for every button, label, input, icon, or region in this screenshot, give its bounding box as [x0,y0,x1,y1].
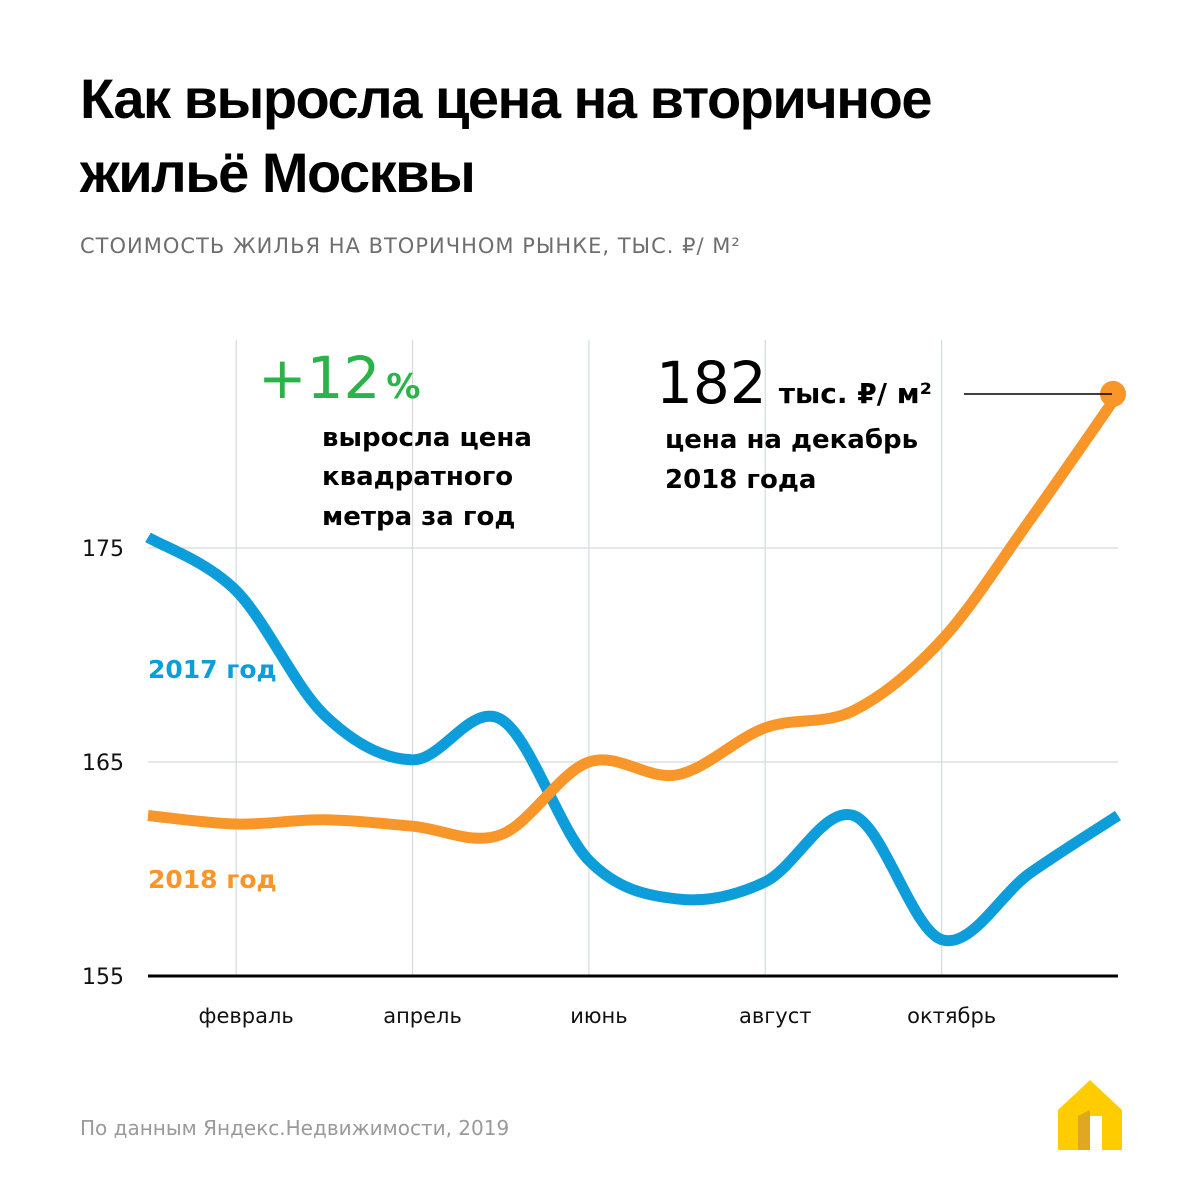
growth-annotation: +12% выросла цена квадратного метра за г… [258,344,532,532]
y-tick-label: 175 [82,537,124,562]
yandex-realty-house-icon [1058,1080,1122,1150]
y-tick-label: 165 [82,751,124,776]
end-point-marker [1100,380,1126,407]
page-title: Как выросла цена на вторичное жильё Моск… [80,67,932,204]
x-tick-label: октябрь [907,1004,996,1028]
series-lines [145,380,1126,947]
growth-value: +12% [258,344,420,412]
grid [148,340,1118,976]
series-line-2017-год [145,532,1122,947]
price-text-line-2: 2018 года [665,465,816,495]
price-value: 182 тыс. ₽/ м² [656,349,932,417]
growth-text-line-3: метра за год [322,502,515,532]
y-axis-ticks: 155 165 175 [82,537,124,990]
x-axis-ticks: февраль апрель июнь август октябрь [199,1004,997,1028]
series-label-2018: 2018 год [148,865,277,894]
price-annotation: 182 тыс. ₽/ м² цена на декабрь 2018 года [656,349,1112,495]
series-label-2017: 2017 год [148,655,277,684]
source-footer: По данным Яндекс.Недвижимости, 2019 [80,1116,510,1140]
y-tick-label: 155 [82,965,124,990]
x-tick-label: апрель [383,1004,462,1028]
growth-text-line-1: выросла цена [322,423,532,453]
growth-text-line-2: квадратного [322,462,513,492]
series-line-2018-год [147,390,1123,844]
x-tick-label: февраль [199,1004,294,1028]
chart-subtitle: СТОИМОСТЬ ЖИЛЬЯ НА ВТОРИЧНОМ РЫНКЕ, ТЫС.… [80,234,741,258]
x-tick-label: июнь [570,1004,627,1028]
price-text-line-1: цена на декабрь [665,425,918,455]
x-tick-label: август [739,1004,812,1028]
